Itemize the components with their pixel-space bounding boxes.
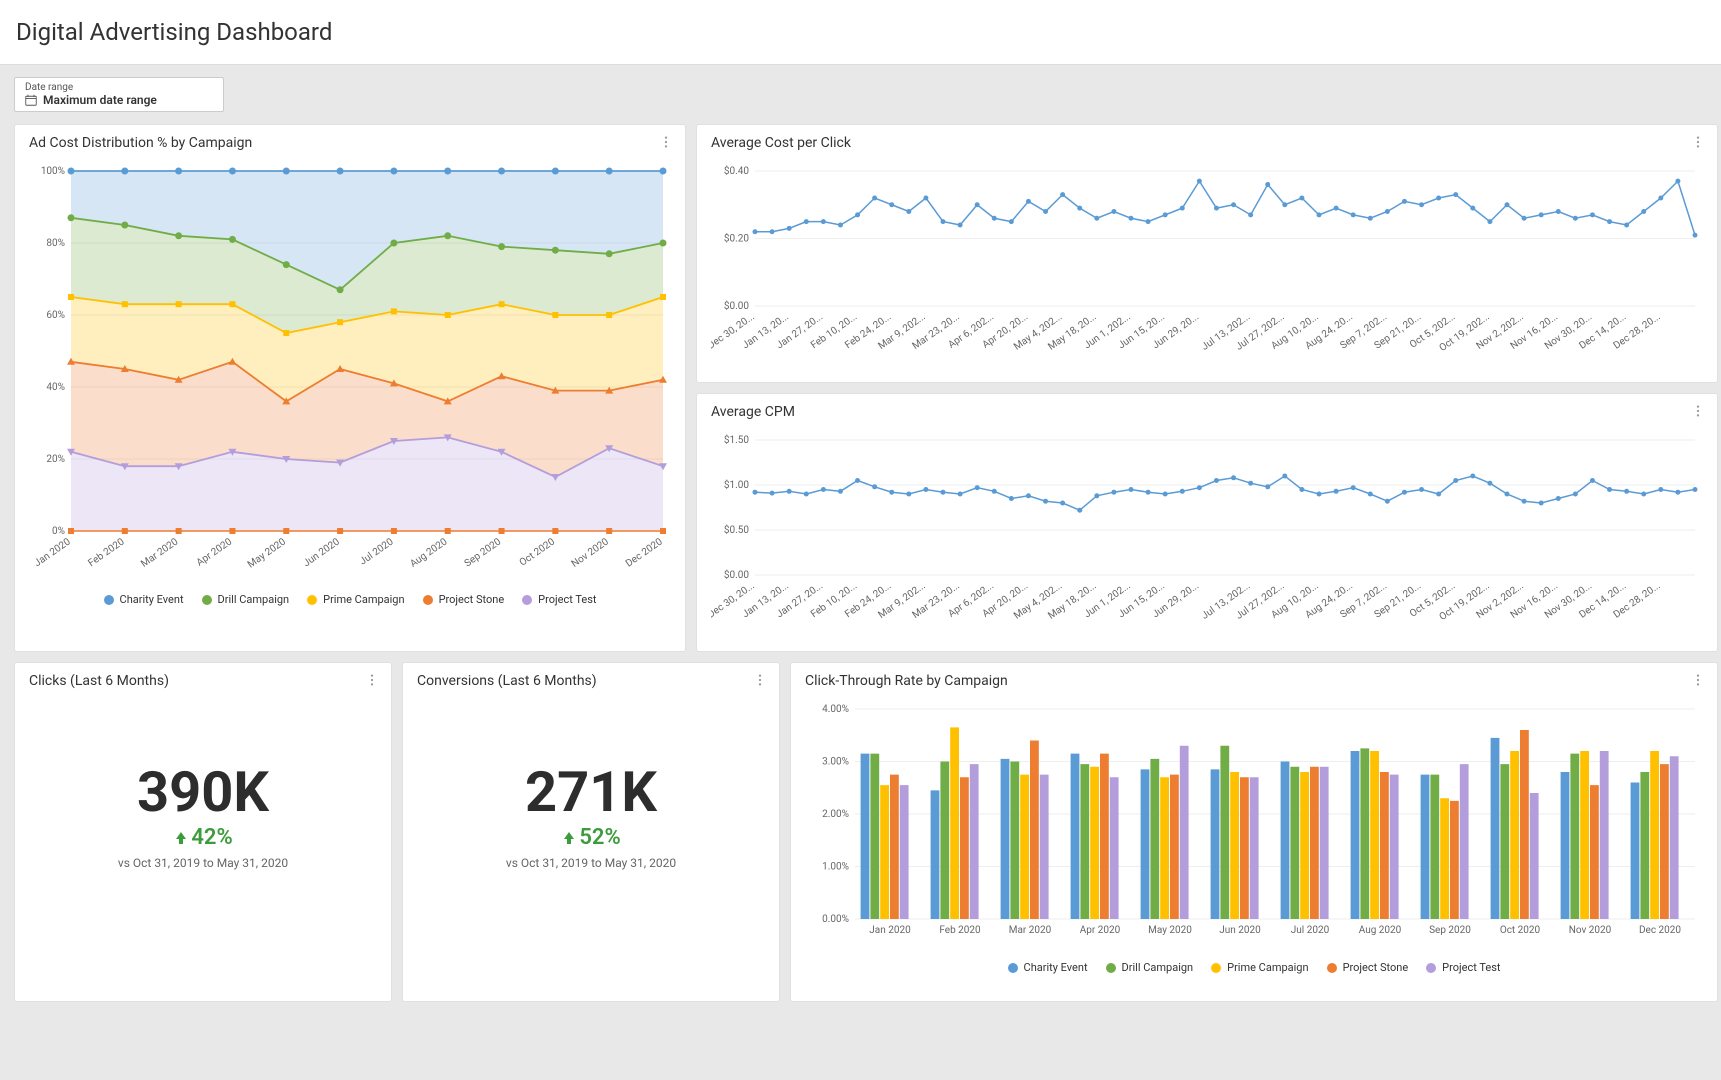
svg-text:Dec 2020: Dec 2020 xyxy=(1639,925,1681,936)
legend-ctr: Charity Event Drill Campaign Prime Campaig… xyxy=(805,953,1703,982)
legend-item[interactable]: Drill Campaign xyxy=(202,593,290,606)
svg-text:Jul 2020: Jul 2020 xyxy=(1291,925,1330,936)
svg-text:60%: 60% xyxy=(46,310,65,321)
svg-text:Jan 2020: Jan 2020 xyxy=(32,536,73,569)
card-cpc: Average Cost per Click $0.00$0.20$0.40De… xyxy=(696,124,1718,383)
card-title: Average CPM xyxy=(697,394,1717,430)
card-title: Conversions (Last 6 Months) xyxy=(403,663,779,699)
svg-text:Mar 2020: Mar 2020 xyxy=(1009,925,1052,936)
svg-text:40%: 40% xyxy=(46,382,65,393)
card-title: Click-Through Rate by Campaign xyxy=(791,663,1717,699)
card-cost-distribution: Ad Cost Distribution % by Campaign 0% 20%… xyxy=(14,124,686,652)
card-clicks-kpi: Clicks (Last 6 Months) 390K 42% vs Oct 3… xyxy=(14,662,392,1002)
svg-text:Oct 2020: Oct 2020 xyxy=(518,536,558,568)
chart-cpc[interactable]: $0.00$0.20$0.40Dec 30, 20...Jan 13, 20..… xyxy=(711,161,1705,361)
card-menu-icon[interactable] xyxy=(1691,673,1705,690)
svg-text:Aug 2020: Aug 2020 xyxy=(408,536,449,570)
svg-text:4.00%: 4.00% xyxy=(822,704,849,715)
kpi-compare: vs Oct 31, 2019 to May 31, 2020 xyxy=(413,856,769,870)
svg-text:$0.00: $0.00 xyxy=(724,299,749,312)
card-menu-icon[interactable] xyxy=(659,135,673,152)
kpi-delta: 42% xyxy=(191,825,232,850)
svg-text:Feb 2020: Feb 2020 xyxy=(86,536,126,569)
legend-item[interactable]: Project Test xyxy=(522,593,596,606)
svg-text:$0.20: $0.20 xyxy=(724,232,749,245)
svg-text:Dec 2020: Dec 2020 xyxy=(624,536,665,569)
card-title: Clicks (Last 6 Months) xyxy=(15,663,391,699)
card-cpm: Average CPM $0.00$0.50$1.00$1.50Dec 30, … xyxy=(696,393,1718,652)
legend-item[interactable]: Charity Event xyxy=(1008,961,1088,974)
svg-text:$1.00: $1.00 xyxy=(724,478,749,491)
svg-text:Jun 2020: Jun 2020 xyxy=(301,536,342,569)
card-ctr: Click-Through Rate by Campaign 0.00% 1.00… xyxy=(790,662,1718,1002)
legend-item[interactable]: Project Test xyxy=(1426,961,1500,974)
svg-text:$0.00: $0.00 xyxy=(724,568,749,581)
kpi-value: 390K xyxy=(25,759,381,825)
card-menu-icon[interactable] xyxy=(753,673,767,690)
svg-text:Apr 2020: Apr 2020 xyxy=(1080,925,1121,936)
date-range-selector[interactable]: Date range Maximum date range xyxy=(14,77,224,112)
svg-text:$0.40: $0.40 xyxy=(724,164,749,177)
svg-text:0%: 0% xyxy=(52,526,65,537)
svg-text:Nov 2020: Nov 2020 xyxy=(570,536,611,570)
card-title: Average Cost per Click xyxy=(697,125,1717,161)
legend-item[interactable]: Drill Campaign xyxy=(1106,961,1194,974)
svg-text:Feb 2020: Feb 2020 xyxy=(939,925,981,936)
svg-text:1.00%: 1.00% xyxy=(822,862,849,873)
card-menu-icon[interactable] xyxy=(365,673,379,690)
svg-text:Jun 2020: Jun 2020 xyxy=(1219,925,1261,936)
svg-text:Mar 2020: Mar 2020 xyxy=(139,536,180,570)
svg-text:$0.50: $0.50 xyxy=(724,523,749,536)
chart-ctr[interactable]: 0.00% 1.00% 2.00% 3.00% 4.00% Jan 2020 Feb 202… xyxy=(805,699,1705,949)
calendar-icon xyxy=(25,94,37,106)
svg-text:Oct 2020: Oct 2020 xyxy=(1500,925,1541,936)
svg-text:Jul 2020: Jul 2020 xyxy=(358,536,396,567)
card-menu-icon[interactable] xyxy=(1691,135,1705,152)
svg-text:Jan 2020: Jan 2020 xyxy=(869,925,911,936)
page-title: Digital Advertising Dashboard xyxy=(16,18,1705,46)
card-title: Ad Cost Distribution % by Campaign xyxy=(15,125,685,161)
arrow-up-icon xyxy=(173,830,189,846)
legend-item[interactable]: Project Stone xyxy=(423,593,505,606)
arrow-up-icon xyxy=(561,830,577,846)
svg-text:May 2020: May 2020 xyxy=(246,536,288,570)
svg-text:$1.50: $1.50 xyxy=(724,433,749,446)
svg-text:Aug 2020: Aug 2020 xyxy=(1359,925,1402,936)
svg-text:Apr 2020: Apr 2020 xyxy=(195,536,235,568)
card-conversions-kpi: Conversions (Last 6 Months) 271K 52% vs … xyxy=(402,662,780,1002)
legend-item[interactable]: Prime Campaign xyxy=(1211,961,1308,974)
chart-cost-distribution[interactable]: 0% 20% 40% 60% 80% 100% Jan 2020 Feb 2020 Mar 20… xyxy=(29,161,673,581)
kpi-compare: vs Oct 31, 2019 to May 31, 2020 xyxy=(25,856,381,870)
kpi-value: 271K xyxy=(413,759,769,825)
legend-cost-distribution: Charity Event Drill Campaign Prime Campaig… xyxy=(29,585,671,614)
kpi-delta: 52% xyxy=(579,825,620,850)
svg-text:3.00%: 3.00% xyxy=(822,757,849,768)
chart-cpm[interactable]: $0.00$0.50$1.00$1.50Dec 30, 20...Jan 13,… xyxy=(711,430,1705,630)
legend-item[interactable]: Project Stone xyxy=(1327,961,1409,974)
svg-text:20%: 20% xyxy=(46,454,65,465)
svg-text:80%: 80% xyxy=(46,238,65,249)
legend-item[interactable]: Prime Campaign xyxy=(307,593,404,606)
date-range-label: Date range xyxy=(25,82,213,93)
legend-item[interactable]: Charity Event xyxy=(104,593,184,606)
svg-text:100%: 100% xyxy=(41,166,65,177)
date-range-value: Maximum date range xyxy=(43,93,157,107)
svg-text:2.00%: 2.00% xyxy=(822,809,849,820)
svg-text:May 2020: May 2020 xyxy=(1148,925,1192,936)
svg-text:0.00%: 0.00% xyxy=(822,914,849,925)
svg-text:Sep 2020: Sep 2020 xyxy=(463,536,504,569)
card-menu-icon[interactable] xyxy=(1691,404,1705,421)
svg-text:Sep 2020: Sep 2020 xyxy=(1429,925,1471,936)
svg-text:Nov 2020: Nov 2020 xyxy=(1569,925,1612,936)
